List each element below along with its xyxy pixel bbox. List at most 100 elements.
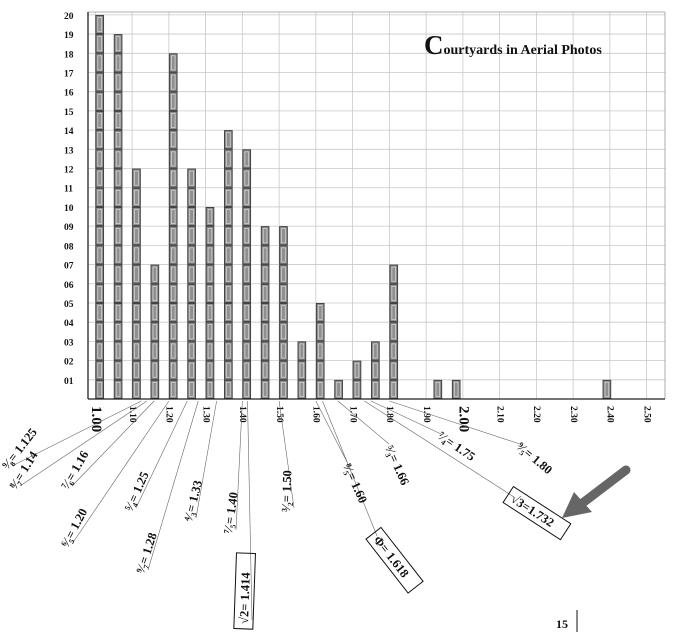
bar-cell bbox=[205, 226, 215, 246]
bar-cell-highlight bbox=[435, 381, 441, 397]
bar-cell-highlight bbox=[244, 324, 249, 340]
bar-cell bbox=[95, 53, 105, 73]
bar-cell bbox=[168, 149, 178, 169]
bar-cell-highlight bbox=[207, 343, 213, 359]
leader-line bbox=[19, 400, 147, 487]
bar-cell bbox=[260, 303, 270, 323]
bar-cell-highlight bbox=[171, 132, 176, 148]
ratio-label-text: ⁹⁄₅= 1.80 bbox=[514, 440, 555, 478]
bar-cell bbox=[224, 360, 233, 380]
bar-cell-highlight bbox=[244, 189, 249, 205]
grid bbox=[88, 11, 666, 399]
bar-cell bbox=[95, 14, 105, 35]
bar-cell-highlight bbox=[226, 362, 231, 378]
bar-cell-highlight bbox=[171, 113, 176, 128]
ratio-label: ⁷⁄₆= 1.16 bbox=[58, 448, 91, 491]
bar-cell bbox=[168, 379, 178, 399]
bar bbox=[187, 168, 196, 399]
leader-line bbox=[195, 400, 217, 519]
bar-cell bbox=[113, 341, 123, 361]
y-tick-label: 16 bbox=[64, 89, 74, 99]
bar-cell-highlight bbox=[97, 381, 102, 397]
bar-cell-highlight bbox=[244, 343, 249, 359]
bar-cell-highlight bbox=[97, 74, 102, 90]
bar-cell-highlight bbox=[152, 343, 158, 359]
bar-cell bbox=[260, 360, 270, 380]
bar bbox=[113, 34, 123, 399]
bar-cell bbox=[224, 226, 233, 246]
bar-cell-highlight bbox=[115, 285, 121, 301]
bar-cell bbox=[371, 379, 380, 399]
bar-cell-highlight bbox=[171, 228, 176, 244]
bar-cell bbox=[113, 264, 123, 284]
bar-cell bbox=[371, 360, 380, 380]
ratio-label: ⁹⁄₇= 1.28 bbox=[134, 531, 160, 575]
y-tick-label: 04 bbox=[64, 319, 74, 329]
bar-cell bbox=[95, 303, 105, 323]
bar-cell bbox=[95, 341, 105, 361]
bar-cell bbox=[113, 206, 123, 227]
bar-cell bbox=[187, 303, 196, 323]
ratio-label-text: ⁵⁄₃= 1.66 bbox=[382, 444, 412, 488]
bar-cell bbox=[132, 322, 141, 342]
bar-cell-highlight bbox=[97, 247, 102, 263]
leader-line bbox=[247, 400, 253, 621]
x-tick-label: 2.50 bbox=[641, 406, 651, 423]
bar-cell bbox=[297, 379, 307, 399]
bar-cell-highlight bbox=[262, 285, 268, 301]
bar-cell bbox=[95, 149, 105, 169]
bar-cell bbox=[132, 283, 141, 303]
bar-cell bbox=[95, 379, 105, 399]
bar-cell bbox=[279, 379, 288, 399]
bar-cell bbox=[168, 303, 178, 323]
bar bbox=[352, 360, 362, 399]
bar-cell bbox=[150, 341, 160, 361]
bar-cell-highlight bbox=[189, 228, 194, 244]
bar-cell bbox=[205, 360, 215, 380]
chart-title-rest: ourtyards in Aerial Photos bbox=[444, 43, 603, 58]
bar-cell-highlight bbox=[171, 151, 176, 167]
leader-line bbox=[11, 400, 142, 467]
x-tick-label: 2.30 bbox=[568, 406, 578, 423]
ratio-label: √3=1.732 bbox=[502, 485, 572, 541]
bar-cell-highlight bbox=[207, 381, 213, 397]
bar-cell-highlight bbox=[207, 305, 213, 321]
bar-cell bbox=[95, 187, 105, 207]
y-tick-label: 06 bbox=[64, 281, 74, 291]
bar-cell-highlight bbox=[152, 266, 158, 282]
bar-cell bbox=[187, 283, 196, 303]
bar-cell bbox=[95, 72, 105, 92]
bar-cell bbox=[242, 264, 252, 284]
bar-cell bbox=[242, 341, 252, 361]
bar-cell bbox=[187, 379, 196, 399]
bar-cell-highlight bbox=[281, 324, 286, 340]
bar-cell-highlight bbox=[115, 324, 121, 340]
bar-cell bbox=[113, 53, 123, 73]
bar-cell-highlight bbox=[189, 170, 194, 186]
bar-cell bbox=[168, 168, 178, 188]
ratio-label-text: ⁷⁄₄= 1.75 bbox=[435, 429, 477, 464]
y-tick-label: 10 bbox=[64, 204, 74, 214]
bar-cell bbox=[315, 322, 325, 342]
bar-cell-highlight bbox=[226, 228, 231, 244]
bar-cell bbox=[224, 130, 233, 150]
x-tick-label: 1.60 bbox=[311, 406, 321, 423]
bar-cell bbox=[205, 379, 215, 399]
bar-cell-highlight bbox=[134, 381, 139, 397]
bar-cell bbox=[315, 379, 325, 399]
bar-cell-highlight bbox=[97, 55, 102, 71]
bar-cell-highlight bbox=[207, 228, 213, 244]
bar-cell bbox=[95, 130, 105, 150]
bar-cell bbox=[224, 187, 233, 207]
bar-cell bbox=[168, 91, 178, 111]
bar-cell bbox=[95, 110, 105, 131]
y-tick-label: 03 bbox=[64, 338, 74, 348]
x-tick-label: 1.20 bbox=[164, 406, 174, 423]
bar-cell bbox=[279, 245, 288, 265]
bar-cell-highlight bbox=[189, 209, 194, 224]
x-tick-label: 2.20 bbox=[531, 406, 541, 423]
bar-cell-highlight bbox=[115, 55, 121, 71]
bar-cell-highlight bbox=[391, 305, 396, 321]
x-tick-label: 1.80 bbox=[384, 406, 394, 423]
bar-cell-highlight bbox=[262, 324, 268, 340]
